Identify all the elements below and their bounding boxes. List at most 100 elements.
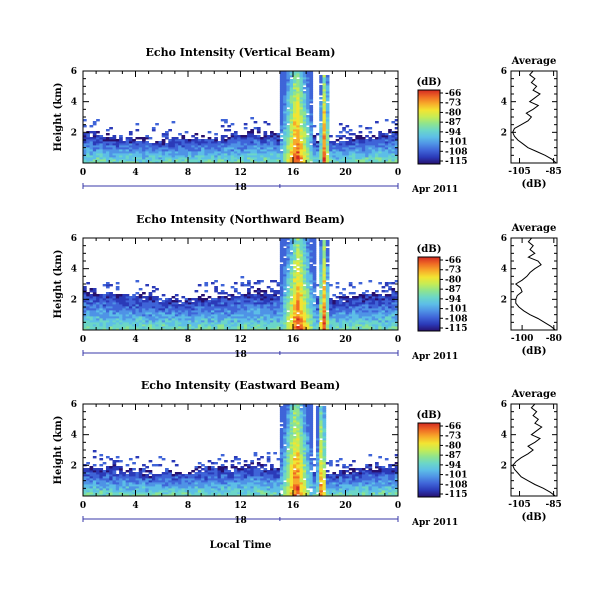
heatmap-cell xyxy=(342,145,346,148)
heatmap-cell xyxy=(365,322,369,325)
heatmap-cell xyxy=(217,306,222,309)
heatmap-cell xyxy=(191,478,195,481)
heatmap-cell xyxy=(155,143,159,146)
heatmap-cell xyxy=(256,458,261,461)
heatmap-cell xyxy=(220,488,225,491)
heatmap-cell xyxy=(250,147,255,150)
heatmap-cell xyxy=(338,322,343,325)
heatmap-cell xyxy=(224,484,228,487)
heatmap-cell xyxy=(273,306,277,309)
heatmap-cell xyxy=(270,131,274,134)
heatmap-cell xyxy=(227,494,232,497)
heatmap-cell xyxy=(273,308,277,311)
heatmap-cell xyxy=(178,300,182,303)
heatmap-cell xyxy=(309,320,314,323)
average-y-tick-label: 2 xyxy=(501,295,507,305)
heatmap-cell xyxy=(306,83,310,86)
heatmap-cell xyxy=(122,476,127,479)
heatmap-cell xyxy=(286,248,291,251)
heatmap-cell xyxy=(217,302,222,305)
x-tick-label: 4 xyxy=(132,335,138,345)
heatmap-cell xyxy=(289,278,294,281)
heatmap-cell xyxy=(112,468,117,471)
heatmap-cell xyxy=(384,310,389,313)
x-tick-label: 0 xyxy=(395,168,401,178)
heatmap-cell xyxy=(276,137,281,140)
heatmap-cell xyxy=(112,494,117,497)
heatmap-cell xyxy=(151,492,156,495)
heatmap-cell xyxy=(325,264,330,267)
heatmap-cell xyxy=(286,302,291,305)
heatmap-cell xyxy=(283,312,287,315)
heatmap-cell xyxy=(338,159,343,162)
heatmap-cell xyxy=(312,268,317,271)
heatmap-cell xyxy=(115,159,120,162)
heatmap-cell xyxy=(230,460,235,463)
heatmap-cell xyxy=(273,314,277,317)
heatmap-cell xyxy=(178,326,182,329)
heatmap-cell xyxy=(247,300,251,303)
heatmap-cell xyxy=(220,314,225,317)
heatmap-cell xyxy=(197,474,202,477)
heatmap-cell xyxy=(286,294,291,297)
heatmap-cell xyxy=(342,310,346,313)
heatmap-cell xyxy=(355,153,360,156)
heatmap-cell xyxy=(371,145,376,148)
heatmap-cell xyxy=(358,145,363,148)
heatmap-cell xyxy=(279,314,284,317)
heatmap-cell xyxy=(207,141,212,144)
heatmap-cell xyxy=(207,155,212,158)
heatmap-cell xyxy=(89,137,94,140)
y-axis-label: Height (km) xyxy=(53,83,64,152)
heatmap-cell xyxy=(319,85,323,88)
heatmap-cell xyxy=(188,308,192,311)
heatmap-cell xyxy=(125,328,130,331)
heatmap-cell xyxy=(227,294,232,297)
heatmap-cell xyxy=(309,75,314,78)
heatmap-cell xyxy=(263,308,268,311)
heatmap-cell xyxy=(322,125,327,128)
heatmap-cell xyxy=(250,133,255,136)
heatmap-cell xyxy=(256,290,261,293)
heatmap-cell xyxy=(342,308,346,311)
heatmap-cell xyxy=(309,145,314,148)
heatmap-cell xyxy=(306,238,310,241)
heatmap-cell xyxy=(83,318,87,321)
heatmap-cell xyxy=(391,141,396,144)
heatmap-cell xyxy=(260,312,264,315)
heatmap-cell xyxy=(181,478,186,481)
colorbar-tick-label: -87 xyxy=(445,118,461,128)
heatmap-cell xyxy=(355,145,360,148)
heatmap-cell xyxy=(253,155,258,158)
heatmap-cell xyxy=(125,312,130,315)
heatmap-cell xyxy=(171,139,176,142)
heatmap-cell xyxy=(135,137,140,140)
heatmap-cell xyxy=(279,312,284,315)
heatmap-cell xyxy=(286,246,291,249)
heatmap-cell xyxy=(315,145,320,148)
heatmap-cell xyxy=(296,125,300,128)
heatmap-cell xyxy=(302,274,307,277)
heatmap-cell xyxy=(161,490,166,493)
heatmap-cell xyxy=(171,137,176,140)
heatmap-cell xyxy=(289,95,294,98)
heatmap-cell xyxy=(119,324,123,327)
heatmap-cell xyxy=(293,119,297,122)
heatmap-cell xyxy=(151,161,156,164)
heatmap-cell xyxy=(322,119,327,122)
heatmap-cell xyxy=(184,322,189,325)
heatmap-cell xyxy=(165,474,169,477)
heatmap-cell xyxy=(381,286,386,289)
heatmap-cell xyxy=(240,468,245,471)
heatmap-cell xyxy=(348,328,353,331)
heatmap-cell xyxy=(309,115,314,118)
heatmap-cell xyxy=(230,314,235,317)
heatmap-cell xyxy=(375,157,379,160)
heatmap-cell xyxy=(155,484,159,487)
heatmap-cell xyxy=(184,298,189,301)
heatmap-cell xyxy=(83,296,87,299)
heatmap-cell xyxy=(348,159,353,162)
heatmap-cell xyxy=(243,159,248,162)
heatmap-cell xyxy=(296,294,300,297)
heatmap-cell xyxy=(250,320,255,323)
